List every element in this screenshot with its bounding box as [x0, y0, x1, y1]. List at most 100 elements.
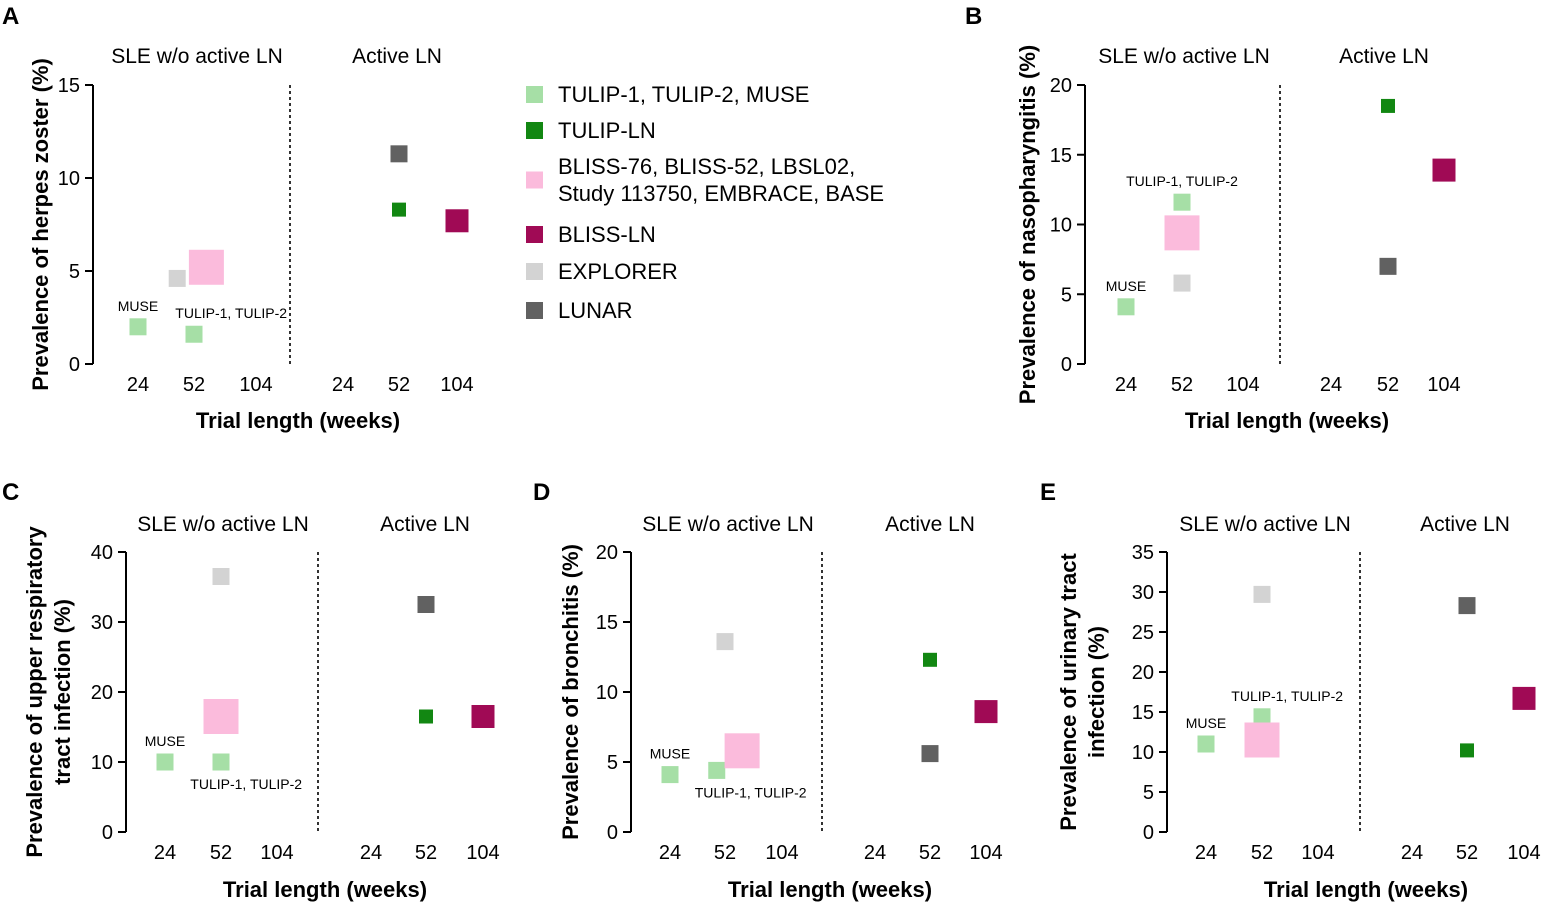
legend-marker-explorer: [526, 263, 543, 280]
data-point-tulip-ln: [1460, 743, 1474, 758]
x-tick-label: 52: [1456, 842, 1478, 864]
x-tick-label: 24: [1401, 842, 1423, 864]
panel-letter: D: [533, 479, 550, 506]
legend: TULIP-1, TULIP-2, MUSE TULIP-LN BLISS-76, …: [526, 82, 884, 323]
legend-label: BLISS-LN: [558, 222, 656, 247]
y-axis-title-line: Prevalence of bronchitis (%): [558, 544, 583, 840]
section-label-sle: SLE w/o active LN: [642, 513, 814, 536]
y-tick-label: 5: [1061, 284, 1072, 306]
y-tick-label: 20: [91, 682, 113, 704]
y-tick-label: 15: [58, 75, 80, 97]
y-axis-title: Prevalence of urinary tract infection (%): [1056, 553, 1109, 831]
x-tick-label: 52: [415, 842, 437, 864]
x-tick-label: 104: [1226, 374, 1259, 396]
x-tick-label: 24: [360, 842, 382, 864]
x-tick-label: 52: [388, 374, 410, 396]
x-tick-label: 24: [1195, 842, 1217, 864]
section-label-sle: SLE w/o active LN: [1179, 513, 1351, 536]
y-tick-label: 10: [1132, 742, 1154, 764]
data-point-bliss-ln: [471, 705, 495, 728]
y-tick-label: 5: [69, 261, 80, 283]
legend-marker-tulip-ln: [526, 122, 543, 139]
data-point-tulip-ln: [1381, 98, 1395, 113]
x-axis-title: Trial length (weeks): [1185, 408, 1389, 433]
legend-label: TULIP-LN: [558, 118, 656, 143]
data-point-explorer: [1253, 585, 1271, 603]
x-axis-title: Trial length (weeks): [223, 877, 427, 902]
data-point-tulip12-muse: [1173, 193, 1191, 211]
panel-letter: C: [2, 479, 19, 506]
x-tick-label: 24: [332, 374, 354, 396]
y-tick-label: 10: [91, 752, 113, 774]
data-point-bliss: [724, 733, 760, 769]
y-tick-label: 40: [91, 542, 113, 564]
data-point-tulip12-muse: [185, 325, 203, 343]
x-axis-title: Trial length (weeks): [196, 408, 400, 433]
y-axis-title: Prevalence of bronchitis (%): [558, 544, 583, 840]
point-annotation: MUSE: [1106, 278, 1146, 294]
y-axis-title-line: infection (%): [1084, 626, 1109, 758]
data-point-tulip12-muse: [1117, 298, 1135, 316]
y-tick-label: 0: [69, 354, 80, 376]
data-point-lunar: [1379, 257, 1397, 275]
data-point-explorer: [212, 568, 230, 585]
x-tick-label: 104: [440, 374, 473, 396]
data-point-bliss: [1164, 215, 1200, 251]
x-tick-label: 52: [210, 842, 232, 864]
data-point-tulip12-muse: [708, 761, 726, 779]
section-label-active-ln: Active LN: [352, 45, 442, 68]
panel-letter: E: [1040, 479, 1056, 506]
point-annotation: TULIP-1, TULIP-2: [695, 784, 807, 800]
data-point-tulip12-muse: [212, 753, 230, 771]
data-point-tulip-ln: [392, 202, 406, 217]
data-point-explorer: [168, 269, 186, 287]
x-tick-label: 104: [1301, 842, 1334, 864]
legend-label: EXPLORER: [558, 259, 678, 284]
x-tick-label: 104: [466, 842, 499, 864]
section-label-sle: SLE w/o active LN: [111, 45, 283, 68]
legend-label: LUNAR: [558, 298, 633, 323]
x-tick-label: 24: [154, 842, 176, 864]
y-tick-label: 0: [607, 822, 618, 844]
x-tick-label: 104: [1427, 374, 1460, 396]
point-annotation: TULIP-1, TULIP-2: [1231, 688, 1343, 704]
y-axis-title-line: Prevalence of upper respiratory: [22, 526, 47, 858]
data-point-bliss: [188, 249, 224, 285]
y-tick-label: 20: [1132, 662, 1154, 684]
x-tick-label: 104: [239, 374, 272, 396]
y-tick-label: 0: [1143, 822, 1154, 844]
section-label-active-ln: Active LN: [885, 513, 975, 536]
data-point-bliss-ln: [1512, 686, 1536, 710]
point-annotation: TULIP-1, TULIP-2: [175, 305, 287, 321]
y-tick-label: 15: [1132, 702, 1154, 724]
y-tick-label: 30: [91, 612, 113, 634]
panel-d: D SLE w/o active LN Active LN 0 5 10 15 20 24 52 1…: [533, 479, 1003, 902]
data-point-tulip-ln: [923, 652, 937, 667]
x-tick-label: 104: [969, 842, 1002, 864]
legend-marker-lunar: [526, 302, 543, 319]
x-axis-title: Trial length (weeks): [728, 877, 932, 902]
section-label-active-ln: Active LN: [1420, 513, 1510, 536]
data-point-explorer: [1173, 274, 1191, 292]
panel-letter: A: [2, 3, 19, 30]
y-tick-label: 10: [58, 168, 80, 190]
y-tick-label: 0: [1061, 354, 1072, 376]
data-point-bliss-ln: [445, 209, 469, 233]
data-point-bliss: [1244, 722, 1280, 758]
y-axis-title-line: tract infection (%): [50, 599, 75, 785]
y-tick-label: 30: [1132, 582, 1154, 604]
y-tick-label: 35: [1132, 542, 1154, 564]
x-tick-label: 52: [1171, 374, 1193, 396]
y-axis-title-line: Prevalence of urinary tract: [1056, 553, 1081, 831]
section-label-sle: SLE w/o active LN: [1098, 45, 1270, 68]
panel-letter: B: [965, 3, 982, 30]
y-axis-title: Prevalence of herpes zoster (%): [28, 58, 53, 391]
data-point-bliss-ln: [1432, 158, 1456, 182]
data-point-lunar: [921, 745, 939, 763]
point-annotation: MUSE: [145, 733, 185, 749]
x-tick-label: 24: [659, 842, 681, 864]
x-tick-label: 104: [765, 842, 798, 864]
data-point-tulip12-muse: [1197, 735, 1215, 753]
section-label-sle: SLE w/o active LN: [137, 513, 309, 536]
